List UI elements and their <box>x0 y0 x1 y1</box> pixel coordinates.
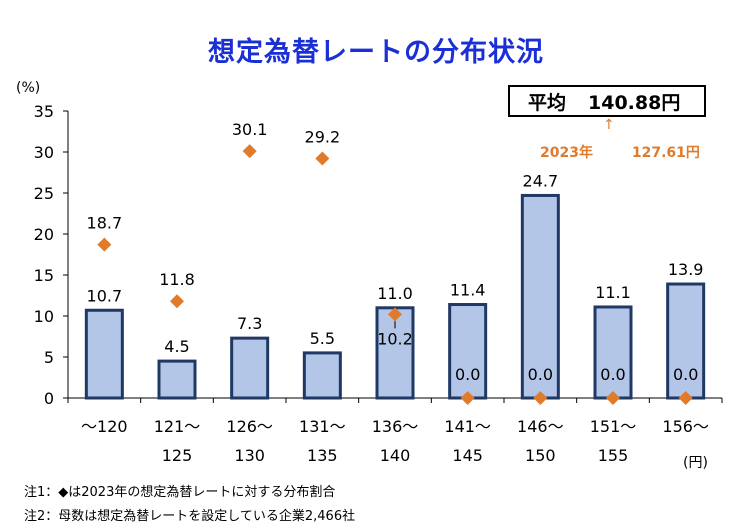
bar <box>593 305 633 400</box>
marker-diamond <box>606 391 620 405</box>
bar-value-label: 11.1 <box>595 283 631 302</box>
x-category-label: 125 <box>162 446 193 465</box>
footnote-1: 注1：◆は2023年の想定為替レートに対する分布割合 <box>24 485 336 500</box>
marker-diamond <box>460 391 475 405</box>
marker-value-label: 11.8 <box>159 270 195 289</box>
y-axis-unit: (%) <box>16 80 41 96</box>
marker-value-label: 0.0 <box>600 365 625 384</box>
marker-diamond <box>170 294 184 309</box>
y-tick-label: 10 <box>34 307 54 326</box>
x-category-label: 121～ <box>154 417 201 436</box>
x-category-label: 131～ <box>299 417 346 436</box>
x-category-label: 150 <box>525 446 556 465</box>
y-tick-label: 0 <box>44 389 54 408</box>
bar-value-label: 7.3 <box>237 314 262 333</box>
bar <box>157 359 197 400</box>
bar <box>375 306 415 400</box>
x-category-label: 141～ <box>444 417 491 436</box>
bar <box>230 336 270 400</box>
bar <box>520 193 560 400</box>
marker-value-label: 30.1 <box>232 120 268 139</box>
marker-diamond <box>315 151 330 166</box>
bar <box>302 351 342 400</box>
footnote-2: 注2：母数は想定為替レートを設定している企業2,466社 <box>24 509 356 524</box>
marker-value-label: 0.0 <box>455 365 480 384</box>
bar-value-label: 11.0 <box>377 284 413 303</box>
marker-diamond <box>97 237 112 252</box>
y-tick-label: 30 <box>34 143 54 162</box>
bar-value-label: 10.7 <box>87 286 123 305</box>
x-category-label: 151～ <box>590 417 637 436</box>
x-category-label: 130 <box>234 446 265 465</box>
x-category-label: ～120 <box>81 417 128 436</box>
y-tick-label: 35 <box>34 102 54 121</box>
bar-value-label: 13.9 <box>668 260 704 279</box>
x-category-label: 136～ <box>372 417 419 436</box>
bar <box>666 282 706 400</box>
y-tick-label: 5 <box>44 348 54 367</box>
marker-diamond <box>533 391 548 405</box>
marker-value-label: 0.0 <box>528 365 553 384</box>
x-category-label: 140 <box>380 446 411 465</box>
bar-value-label: 11.4 <box>450 281 486 300</box>
marker-diamond <box>678 391 693 405</box>
previous-average-value: 127.61円 <box>631 145 700 161</box>
marker-value-label: 29.2 <box>305 128 341 147</box>
previous-average-year: 2023年 <box>540 145 593 161</box>
average-box: 平均 140.88円 <box>508 85 706 117</box>
marker-diamond <box>242 144 257 159</box>
marker-value-label: 0.0 <box>673 365 698 384</box>
x-category-label: 135 <box>307 446 338 465</box>
bar-value-label: 24.7 <box>523 171 559 190</box>
x-category-label: 156～ <box>662 417 709 436</box>
previous-average: 2023年 127.61円 <box>540 142 700 162</box>
chart-title: 想定為替レートの分布状況 <box>208 37 544 68</box>
bar-value-label: 4.5 <box>164 337 189 356</box>
marker-value-label: 18.7 <box>87 214 123 233</box>
bar <box>448 303 488 400</box>
y-tick-label: 25 <box>34 184 54 203</box>
marker-value-label: 10.2 <box>377 329 413 348</box>
up-arrow-icon: ↑ <box>603 117 615 133</box>
x-category-label: 146～ <box>517 417 564 436</box>
average-label: 平均 <box>528 91 567 114</box>
bar-value-label: 5.5 <box>310 329 335 348</box>
y-tick-label: 15 <box>34 266 54 285</box>
marker-diamond <box>388 307 402 322</box>
x-category-label: 155 <box>598 446 629 465</box>
x-category-label: 126～ <box>226 417 273 436</box>
y-tick-label: 20 <box>34 225 54 244</box>
average-value: 140.88円 <box>588 91 681 114</box>
bar <box>84 308 124 400</box>
x-category-label: 145 <box>452 446 483 465</box>
x-axis-unit: (円) <box>683 455 708 471</box>
